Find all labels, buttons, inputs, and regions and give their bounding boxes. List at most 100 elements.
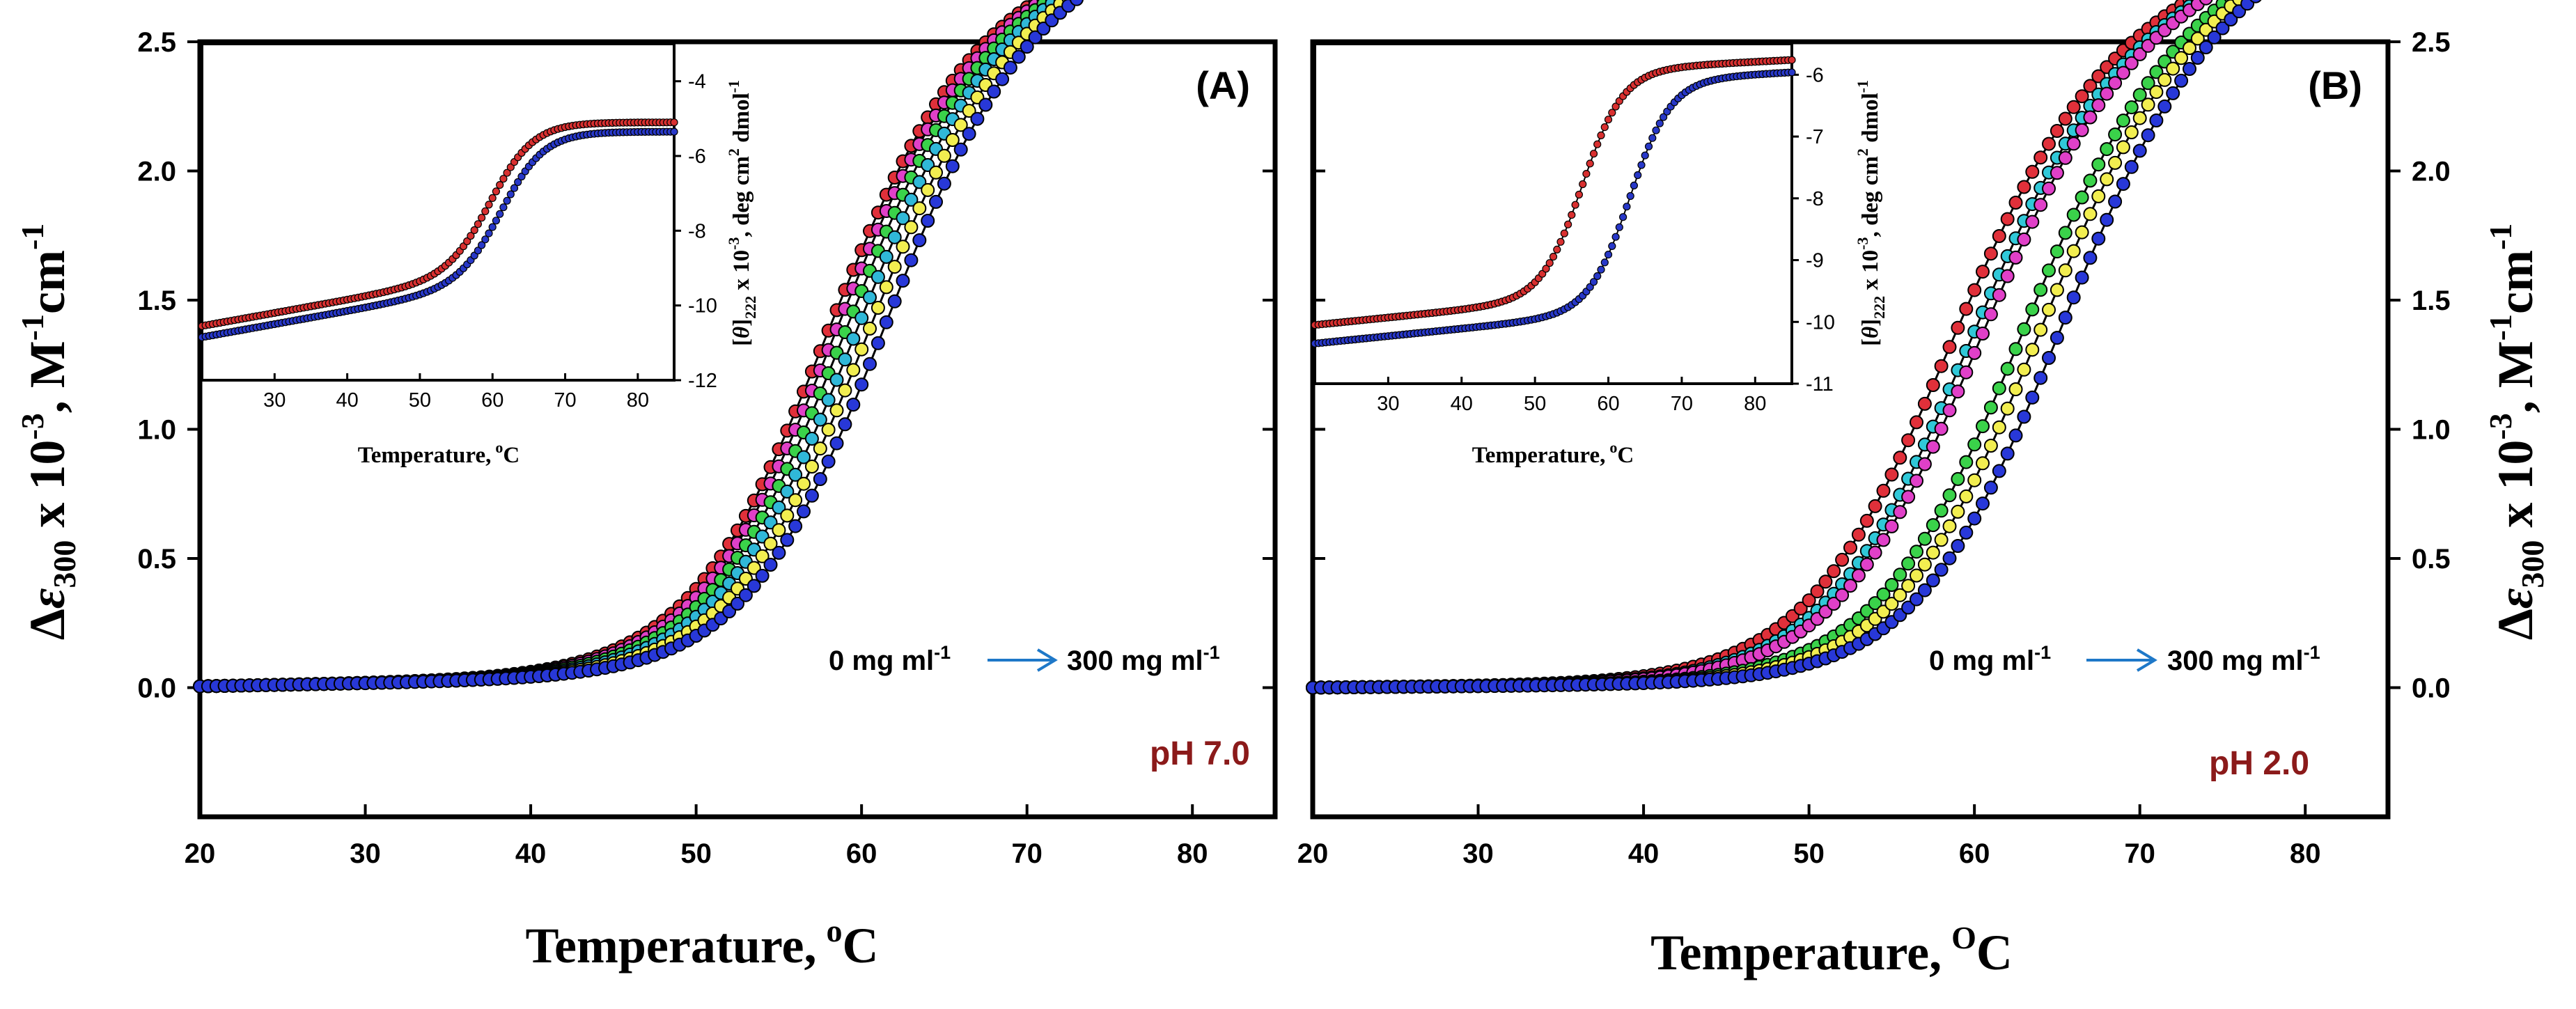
panel-a-inset-y-tick-label: -12: [688, 370, 717, 392]
panel-a-inset-data-point: [517, 172, 526, 181]
panel-b-inset-x-tick-label: 30: [1377, 393, 1399, 415]
panel-a-data-point: [788, 493, 803, 508]
panel-b-data-point: [1851, 527, 1866, 542]
panel-a-data-point: [755, 568, 770, 583]
panel-a-inset-data-point: [470, 226, 478, 235]
panel-a-inset-data-point: [488, 223, 497, 231]
panel-b-data-point: [2066, 208, 2081, 222]
panel-b-inset-data-point: [1564, 220, 1572, 228]
panel-b-inset-data-point: [1589, 278, 1598, 286]
panel-b-inset-data-point: [1630, 181, 1638, 189]
panel-a-inset-x-tick-label: 30: [263, 389, 286, 412]
panel-a-data-point: [772, 545, 786, 560]
panel-b-data-point: [1910, 568, 1923, 583]
panel-b-data-point: [1942, 519, 1957, 533]
panel-a-inset-data-point: [481, 207, 490, 215]
panel-b-inset-data-point: [1582, 170, 1591, 178]
panel-b-data-point: [2025, 302, 2040, 317]
panel-b-inset-data-point: [1637, 161, 1646, 169]
panel-b-data-point: [1893, 505, 1907, 519]
panel-b-data-point: [2083, 173, 2098, 188]
panel-a-data-point: [887, 260, 902, 274]
panel-a-data-point: [945, 133, 960, 147]
panel-b-data-point: [2058, 311, 2072, 325]
panel-a-inset-data-point: [492, 217, 501, 225]
panel-b-data-point: [1917, 457, 1932, 471]
panel-b-series-3: [1306, 0, 2213, 695]
panel-b-data-point: [2034, 283, 2048, 297]
panel-a-x-tick-label: 50: [680, 838, 712, 869]
panel-b-data-point: [2124, 125, 2139, 139]
panel-b-data-point: [2124, 56, 2139, 70]
panel-b-inset-data-point: [1568, 211, 1576, 219]
panel-b-data-point: [2141, 38, 2155, 53]
panel-b-data-point: [1859, 513, 1874, 528]
panel-b-data-point: [2075, 89, 2089, 104]
panel-a-inset-x-title: Temperature, oC: [358, 439, 520, 468]
panel-a-inset-data-point: [499, 203, 508, 212]
panel-a-data-point: [821, 423, 836, 437]
panel-b-data-point: [1876, 587, 1891, 602]
panel-b-data-point: [1934, 359, 1949, 373]
panel-b-inset-y-tick-label: -9: [1806, 250, 1824, 272]
panel-b-data-point: [2025, 343, 2040, 357]
panel-a-data-point: [929, 165, 943, 180]
panel-b-data-point: [1843, 540, 1857, 555]
panel-b-y-tick-label: 2.0: [2412, 157, 2451, 187]
panel-b-data-point: [1793, 601, 1808, 616]
panel-b-inset-data-point: [1604, 116, 1613, 124]
panel-b-data-point: [2124, 100, 2139, 115]
panel-b-data-point: [2042, 263, 2056, 278]
panel-a-inset-data-point: [670, 118, 678, 127]
panel-b-inset-series-1: [1311, 56, 1796, 329]
panel-a-data-point: [846, 331, 861, 346]
panel-b-inset-data-point: [1549, 253, 1558, 261]
panel-b-data-point: [2132, 47, 2147, 61]
panel-a-data-point: [804, 460, 819, 474]
panel-a-data-point: [813, 441, 827, 456]
panel-b-data-point: [2000, 269, 2015, 283]
panel-a-data-point: [772, 500, 786, 515]
panel-b-inset-data-point: [1788, 56, 1796, 64]
panel-a-data-point: [904, 253, 919, 267]
panel-a-inset-data-point: [492, 187, 501, 196]
panel-b-inset-data-point: [1611, 102, 1620, 111]
panel-a-inset-data-point: [474, 247, 483, 255]
panel-b-data-point: [1893, 588, 1907, 602]
panel-b-data-point: [2157, 72, 2172, 87]
panel-a-inset-data-point: [503, 196, 511, 205]
panel-b-inset-data-point: [1604, 251, 1613, 259]
panel-b-inset-data-point: [1641, 151, 1649, 159]
panel-b-data-point: [2116, 65, 2130, 80]
panel-b-data-point: [1802, 593, 1816, 608]
panel-a-inset-data-point: [485, 229, 493, 237]
panel-b-data-point: [1959, 455, 1974, 469]
panel-a-inset-y-tick-label: -10: [688, 295, 717, 318]
panel-b-data-point: [2183, 62, 2196, 76]
panel-b-inset-data-point: [1608, 242, 1616, 250]
panel-a-inset-data-point: [477, 241, 486, 249]
panel-a-inset-series-1: [198, 118, 678, 330]
panel-b-data-point: [1926, 573, 1940, 588]
panel-a-inset-data-point: [506, 163, 515, 171]
panel-b-data-point: [1910, 545, 1923, 559]
panel-b-data-point: [2025, 164, 2040, 179]
panel-b-inset-data-point: [1652, 126, 1660, 134]
panel-b-inset-data-point: [1586, 159, 1594, 168]
panel-b-data-point: [1976, 327, 1990, 341]
panel-a-x-tick-label: 60: [846, 838, 877, 869]
panel-b-data-point: [2075, 225, 2089, 240]
panel-b-inset-data-point: [1619, 213, 1627, 221]
panel-b-data-point: [2215, 21, 2230, 36]
panel-b-inset-x-tick-label: 50: [1524, 393, 1546, 415]
panel-b-inset-x-tick-label: 80: [1744, 393, 1766, 415]
panel-b-data-point: [1934, 533, 1949, 547]
panel-b-data-point: [2141, 128, 2155, 143]
panel-b-data-point: [1959, 525, 1974, 540]
panel-a-y-tick-label: 0.5: [137, 544, 176, 574]
panel-b-data-point: [2000, 401, 2015, 416]
panel-b-data-point: [1901, 490, 1916, 504]
panel-b-data-point: [1934, 563, 1949, 577]
panel-a-inset-y-tick-label: -8: [688, 220, 706, 242]
panel-b-inset-series-line: [1314, 59, 1793, 326]
